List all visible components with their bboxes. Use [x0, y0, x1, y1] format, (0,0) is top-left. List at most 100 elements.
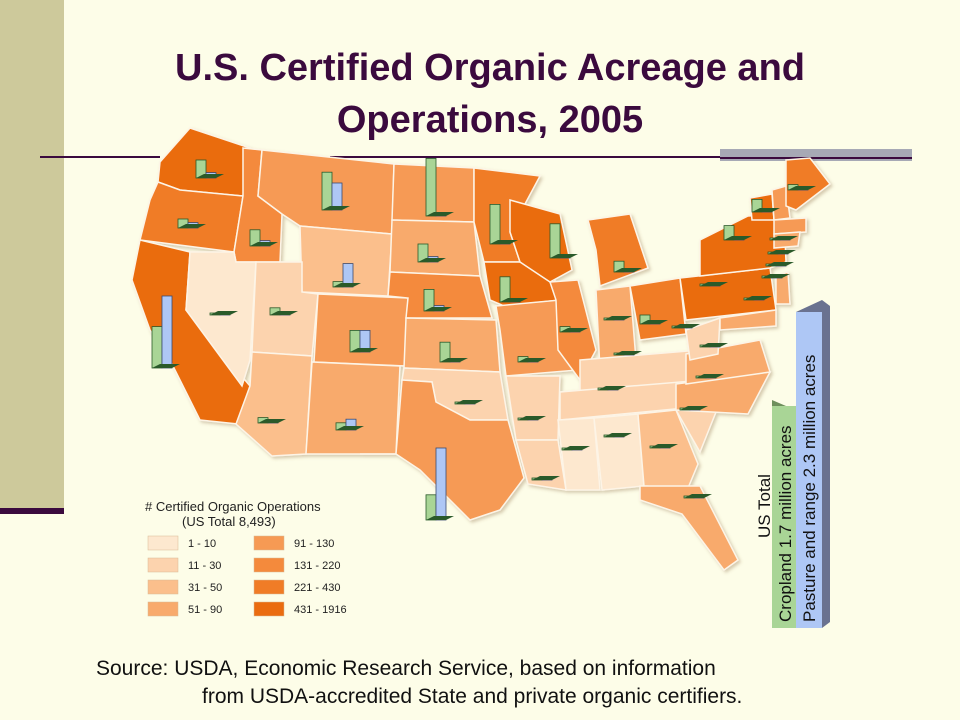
cropland-bar-montana	[321, 171, 333, 211]
bar-group-west-virginia	[671, 324, 700, 329]
us-total-pasture-bar	[796, 312, 822, 628]
source-note: Source: USDA, Economic Research Service,…	[96, 655, 916, 711]
bar-base-alabama	[604, 433, 632, 437]
bar-base-kentucky	[614, 351, 642, 355]
state-louisiana	[515, 439, 567, 491]
legend-label-1: 11 - 30	[188, 560, 221, 572]
us-total-pasture-label: Pasture and range 2.3 million acres	[800, 355, 819, 622]
bar-base-connecticut	[766, 262, 794, 266]
bar-group-massachusetts	[767, 250, 796, 255]
side-decoration-band	[0, 0, 64, 510]
us-total-pasture-side	[822, 306, 830, 628]
bar-group-california	[151, 295, 180, 369]
legend-swatch-6	[253, 579, 285, 595]
bar-base-indiana	[604, 316, 632, 320]
legend-swatch-3	[147, 601, 179, 617]
state-michigan	[587, 213, 649, 288]
pasture-bar-california	[161, 295, 173, 369]
legend-subtitle: (US Total 8,493)	[182, 514, 276, 529]
bar-group-ohio	[639, 314, 668, 325]
bar-group-virginia	[699, 343, 728, 348]
bar-base-maine	[788, 186, 816, 190]
state-alabama	[593, 413, 645, 491]
bar-base-pennsylvania	[700, 282, 728, 286]
map-legend: # Certified Organic Operations (US Total…	[145, 499, 347, 617]
bar-group-new-jersey	[761, 274, 790, 279]
title-rule-middle	[330, 156, 720, 158]
legend-swatch-4	[253, 535, 285, 551]
bar-group-illinois	[559, 326, 588, 333]
bar-base-georgia	[650, 444, 678, 448]
bar-base-nebraska	[424, 307, 452, 311]
bar-base-tennessee	[598, 386, 626, 390]
state-florida	[639, 485, 739, 572]
state-maine	[785, 157, 832, 211]
bar-base-michigan	[614, 268, 642, 272]
us-total-heading: US Total	[755, 474, 774, 538]
state-mississippi	[557, 417, 601, 491]
bar-base-colorado	[350, 348, 378, 352]
bar-base-wisconsin	[550, 254, 578, 258]
source-line-2: from USDA-accredited State and private o…	[202, 685, 743, 708]
bar-base-texas	[426, 516, 454, 520]
bar-group-south-dakota	[417, 243, 446, 263]
bar-group-texas	[425, 447, 454, 521]
bar-group-missouri	[517, 356, 546, 363]
bar-group-wyoming	[332, 263, 361, 288]
acreage-bars-layer	[151, 157, 816, 521]
bar-base-nevada	[210, 311, 238, 315]
bar-base-idaho	[250, 242, 278, 246]
bar-base-ohio	[640, 320, 668, 324]
bar-group-new-york	[723, 225, 752, 241]
state-maryland	[719, 309, 777, 331]
bar-group-north-carolina	[695, 374, 724, 379]
state-arkansas	[505, 375, 561, 441]
bar-group-kansas	[439, 341, 468, 363]
bar-group-arkansas	[517, 416, 546, 421]
bar-base-kansas	[440, 358, 468, 362]
legend-title: # Certified Organic Operations	[145, 499, 321, 514]
bar-base-oregon	[178, 224, 206, 228]
bar-group-utah	[269, 307, 298, 316]
bar-base-new-jersey	[762, 274, 790, 278]
bar-group-vermont	[751, 198, 780, 213]
bar-base-west-virginia	[672, 324, 700, 328]
bar-base-arkansas	[518, 416, 546, 420]
bar-group-nebraska	[423, 288, 452, 312]
bar-base-south-dakota	[418, 258, 446, 262]
legend-swatch-1	[147, 557, 179, 573]
bar-group-colorado	[349, 329, 378, 353]
bar-base-oklahoma	[455, 400, 483, 404]
legend-swatch-5	[253, 557, 285, 573]
bar-base-vermont	[752, 208, 780, 212]
bar-group-oregon	[177, 218, 206, 229]
side-decoration-rule	[0, 508, 64, 514]
bar-base-montana	[322, 206, 350, 210]
bar-base-iowa	[500, 298, 528, 302]
bar-group-pennsylvania	[699, 282, 728, 287]
us-total-bar: US Total Cropland 1.7 million acres Past…	[755, 300, 830, 628]
bar-group-kentucky	[613, 351, 642, 356]
bar-group-idaho	[249, 229, 278, 247]
bar-group-tennessee	[597, 386, 626, 391]
state-new-mexico	[305, 361, 401, 455]
bar-base-utah	[270, 311, 298, 315]
bar-base-north-dakota	[426, 212, 454, 216]
legend-label-3: 51 - 90	[188, 604, 222, 616]
bar-base-wyoming	[333, 283, 361, 287]
bar-group-new-hampshire	[769, 236, 798, 241]
bar-base-new-mexico	[336, 426, 364, 430]
legend-label-4: 91 - 130	[294, 538, 334, 550]
bar-base-north-carolina	[696, 374, 724, 378]
state-new-york	[699, 213, 787, 277]
state-georgia	[637, 409, 699, 489]
title-line-1: U.S. Certified Organic Acreage and	[175, 47, 805, 89]
states-layer	[131, 127, 832, 572]
legend-label-2: 31 - 50	[188, 582, 222, 594]
bar-group-georgia	[649, 444, 678, 449]
bar-group-north-dakota	[425, 157, 454, 217]
legend-swatch-7	[253, 601, 285, 617]
bar-group-florida	[683, 494, 712, 499]
bar-group-oklahoma	[454, 400, 483, 405]
